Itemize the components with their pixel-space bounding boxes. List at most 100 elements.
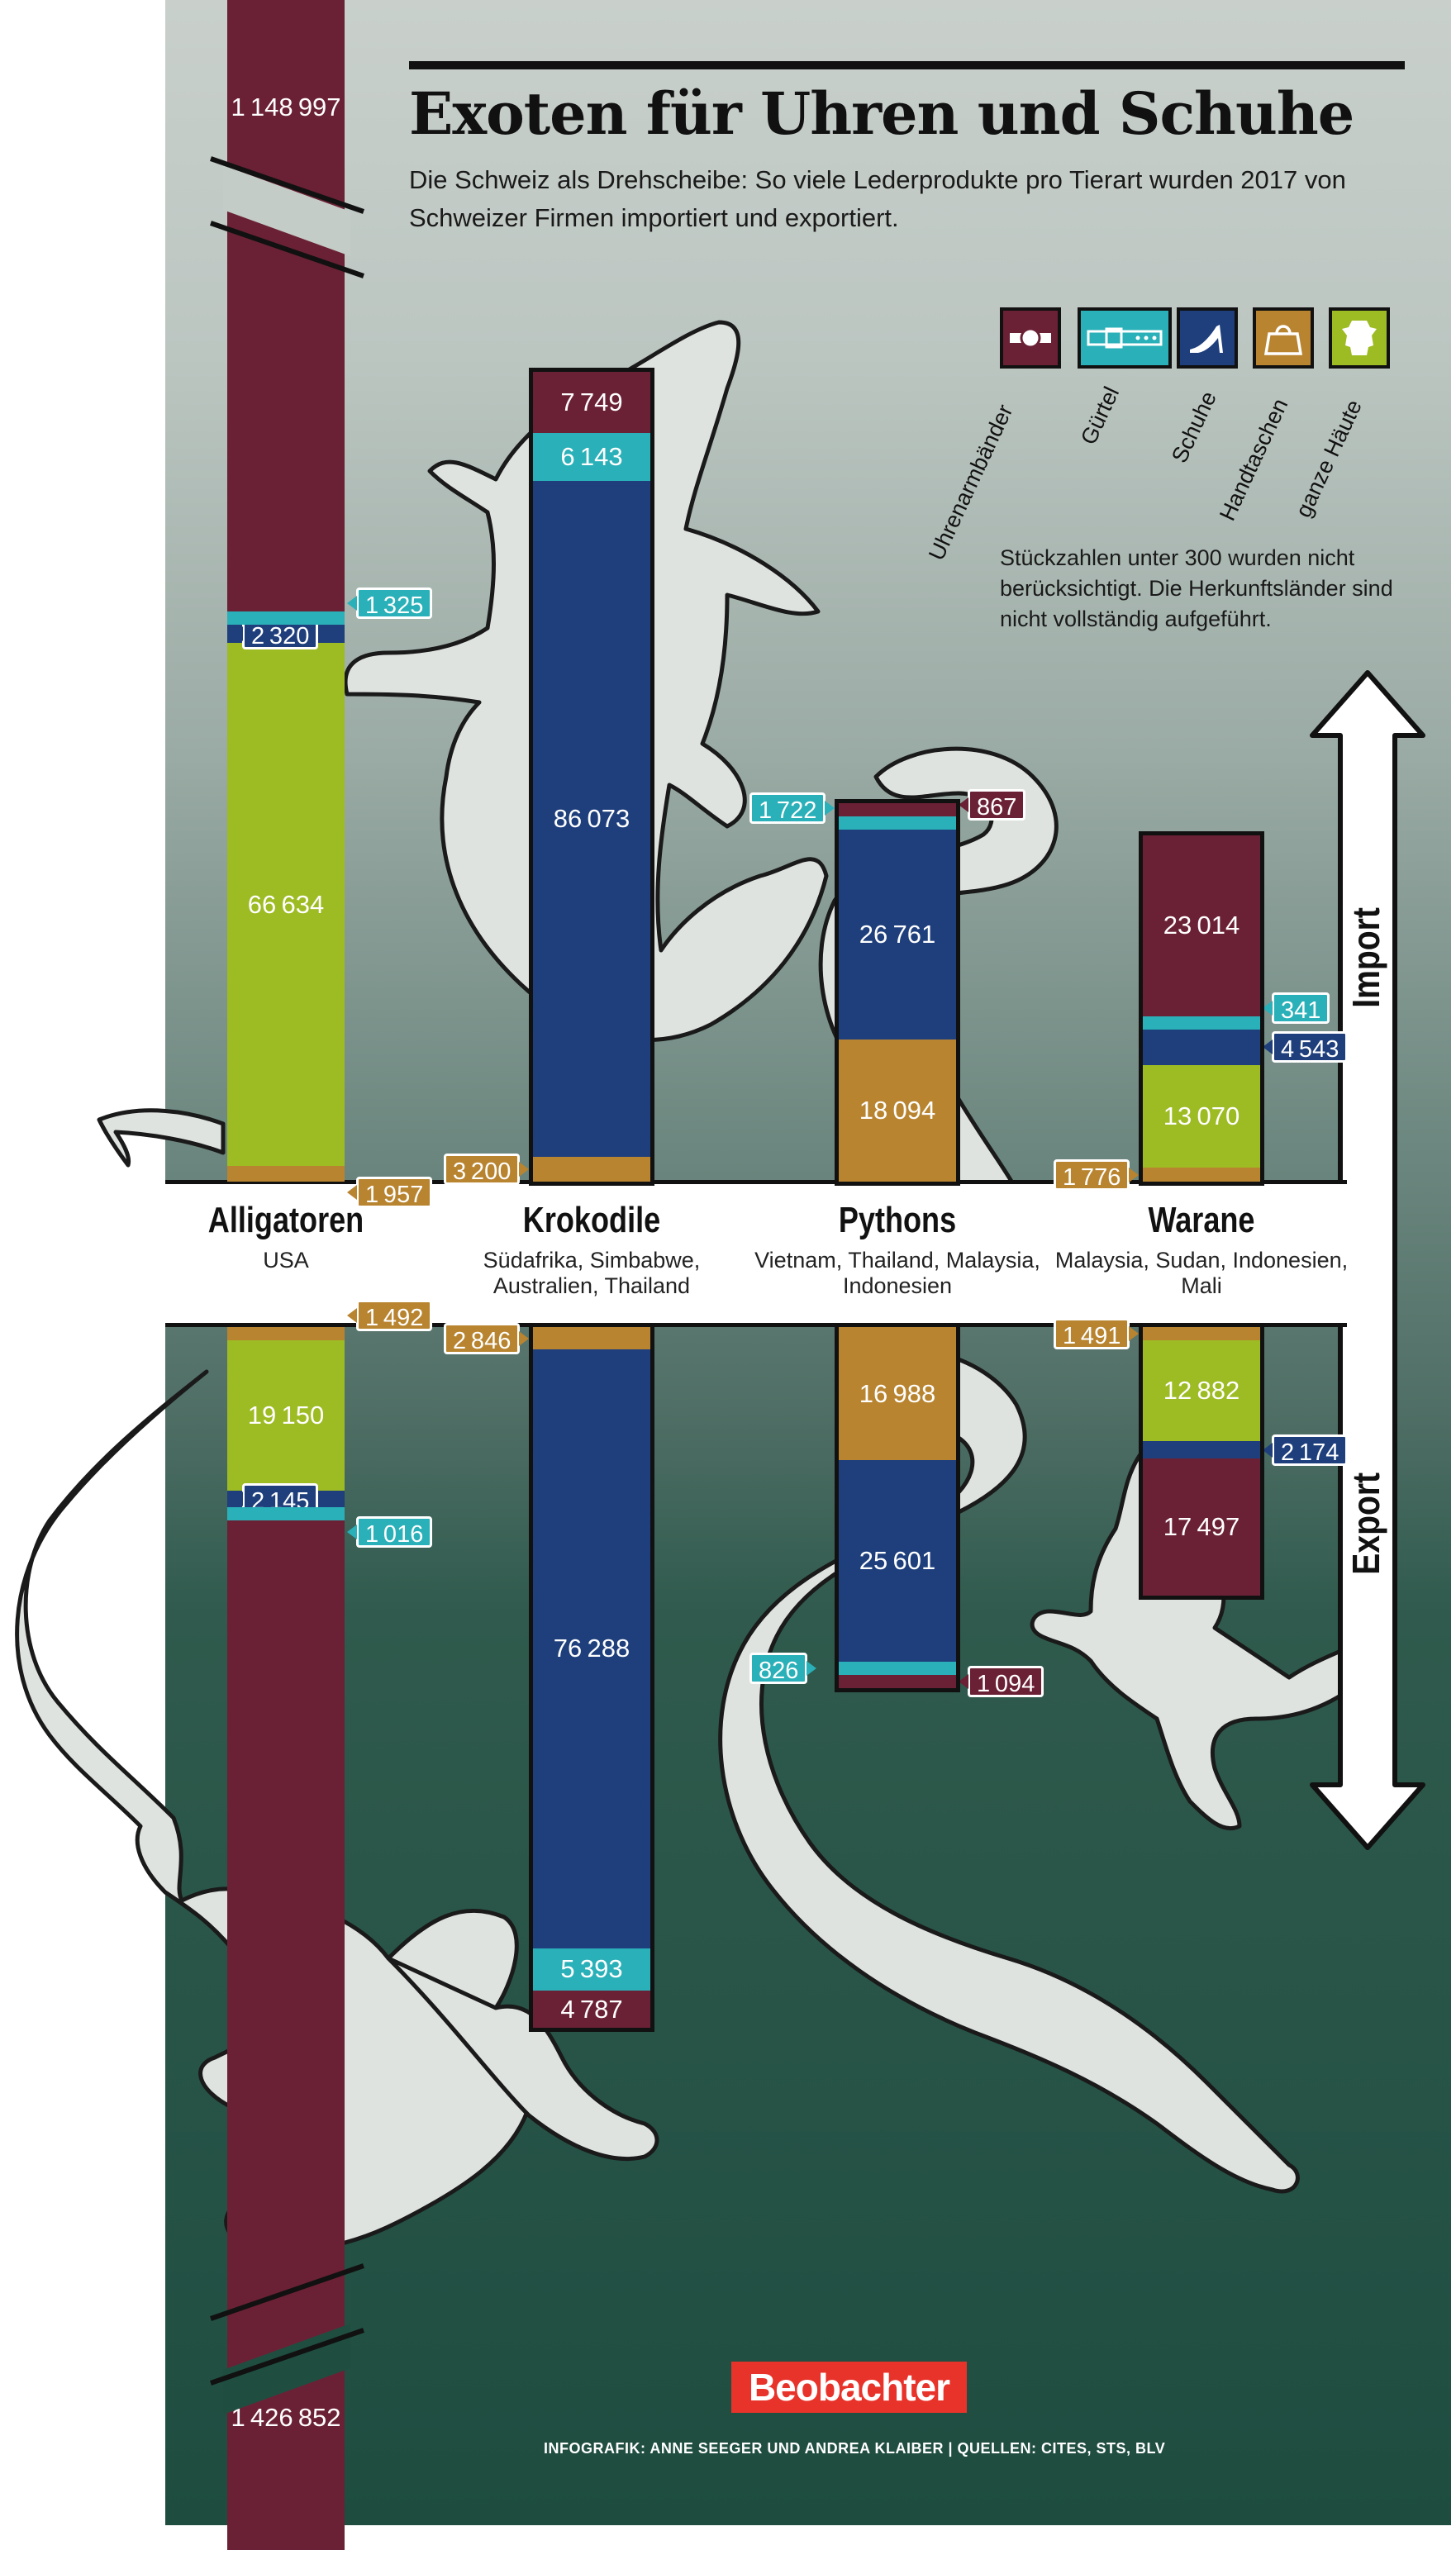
category-origin-krokodile: Südafrika, Simbabwe, Australien, Thailan… bbox=[483, 1248, 701, 1298]
axis-break-line bbox=[210, 2263, 364, 2321]
legend-swatch-schuhe bbox=[1177, 307, 1238, 369]
bar-export-warane-handtaschen bbox=[1143, 1327, 1260, 1340]
bar-export-krokodile-uhrenarmbaender bbox=[533, 1991, 650, 2029]
value-import-alligatoren-uhrenarmbaender: 1 148 997 bbox=[231, 93, 341, 121]
footnote: Stückzahlen unter 300 wurden nicht berüc… bbox=[1000, 545, 1393, 631]
credits: INFOGRAFIK: ANNE SEEGER UND ANDREA KLAIB… bbox=[544, 2440, 1166, 2457]
value-import-alligatoren-ganze-haeute: 66 634 bbox=[247, 889, 325, 919]
legend-swatch-ganze-haeute bbox=[1329, 307, 1390, 369]
bar-export-pythons-handtaschen bbox=[839, 1327, 956, 1461]
value-import-alligatoren-handtaschen: 1 957 bbox=[346, 1176, 433, 1208]
value-export-krokodile-handtaschen: 2 846 bbox=[444, 1322, 530, 1354]
alligator-bottom-limb-illustration bbox=[386, 1956, 659, 2162]
value-import-warane-handtaschen: 1 776 bbox=[1054, 1158, 1140, 1191]
bar-export-krokodile-handtaschen bbox=[533, 1327, 650, 1350]
handbag-icon bbox=[1264, 325, 1302, 355]
axis-break-gap bbox=[223, 165, 350, 256]
bar-import-alligatoren-handtaschen bbox=[227, 1166, 345, 1182]
category-name-alligatoren: Alligatoren bbox=[207, 1200, 364, 1240]
shoe-icon bbox=[1190, 325, 1223, 353]
value-import-krokodile-uhrenarmbaender: 7 749 bbox=[560, 387, 623, 416]
category-origin-pythons: Vietnam, Thailand, Malaysia, Indonesien bbox=[754, 1248, 1040, 1298]
value-export-alligatoren-ganze-haeute: 19 150 bbox=[247, 1400, 325, 1430]
value-export-alligatoren-handtaschen: 1 492 bbox=[346, 1300, 433, 1331]
page-title: Exoten für Uhren und Schuhe bbox=[409, 79, 1354, 148]
value-import-pythons-handtaschen: 18 094 bbox=[859, 1096, 936, 1125]
axis-break-gap bbox=[223, 2324, 350, 2414]
value-export-warane-uhrenarmbaender: 17 497 bbox=[1163, 1512, 1240, 1542]
category-name-krokodile: Krokodile bbox=[522, 1200, 661, 1240]
title-rule bbox=[409, 61, 1405, 69]
value-import-pythons-uhrenarmbaender: 867 bbox=[958, 788, 1026, 821]
bar-import-warane-guertel bbox=[1143, 1016, 1260, 1030]
bar-import-alligatoren-guertel bbox=[227, 611, 345, 626]
bar-import-warane-ganze-haeute bbox=[1143, 1064, 1260, 1168]
bar-export-alligatoren-guertel bbox=[227, 1507, 345, 1521]
bar-export-pythons-uhrenarmbaender bbox=[839, 1674, 956, 1688]
bar-import-warane-uhrenarmbaender bbox=[1143, 835, 1260, 1016]
value-import-krokodile-handtaschen: 3 200 bbox=[444, 1153, 530, 1185]
bar-import-warane-schuhe bbox=[1143, 1029, 1260, 1065]
bar-import-pythons-handtaschen bbox=[839, 1040, 956, 1182]
category-name-warane: Warane bbox=[1148, 1200, 1255, 1240]
bar-export-pythons-guertel bbox=[839, 1661, 956, 1675]
bar-export-krokodile-schuhe bbox=[533, 1349, 650, 1948]
value-export-pythons-guertel: 826 bbox=[749, 1652, 817, 1684]
value-export-warane-handtaschen: 1 491 bbox=[1054, 1318, 1140, 1349]
value-import-warane-guertel: 341 bbox=[1262, 992, 1330, 1024]
value-export-pythons-handtaschen: 16 988 bbox=[859, 1378, 936, 1408]
value-import-warane-uhrenarmbaender: 23 014 bbox=[1163, 911, 1240, 940]
value-export-krokodile-uhrenarmbaender: 4 787 bbox=[560, 1994, 623, 2024]
value-import-warane-ganze-haeute: 13 070 bbox=[1163, 1101, 1240, 1131]
value-export-warane-schuhe: 2 174 bbox=[1262, 1434, 1349, 1466]
bar-import-krokodile-guertel bbox=[533, 432, 650, 481]
value-import-pythons-guertel: 1 722 bbox=[749, 792, 835, 824]
value-export-krokodile-guertel: 5 393 bbox=[560, 1954, 623, 1984]
axis-break-line bbox=[210, 156, 364, 214]
value-import-krokodile-schuhe: 86 073 bbox=[553, 803, 630, 833]
axis-break-line bbox=[210, 2328, 364, 2386]
bar-export-alligatoren-ganze-haeute bbox=[227, 1340, 345, 1491]
axis-break-line bbox=[210, 221, 364, 278]
value-export-pythons-uhrenarmbaender: 1 094 bbox=[958, 1665, 1044, 1697]
category-origin-alligatoren: USA bbox=[263, 1248, 309, 1273]
value-export-krokodile-schuhe: 76 288 bbox=[553, 1634, 630, 1663]
value-export-pythons-schuhe: 25 601 bbox=[859, 1545, 936, 1575]
value-import-pythons-schuhe: 26 761 bbox=[859, 919, 936, 949]
bar-import-alligatoren-ganze-haeute bbox=[227, 643, 345, 1167]
bar-import-krokodile-schuhe bbox=[533, 480, 650, 1157]
watch-strap-icon bbox=[1010, 327, 1051, 349]
bar-import-alligatoren-uhrenarmbaender bbox=[227, 0, 345, 612]
legend-swatch-guertel bbox=[1078, 307, 1172, 369]
category-origin-warane: Malaysia, Sudan, Indonesien, Mali bbox=[1054, 1248, 1349, 1298]
bar-import-pythons-schuhe bbox=[839, 829, 956, 1040]
right-margin bbox=[1451, 0, 1456, 2525]
bar-export-pythons-schuhe bbox=[839, 1460, 956, 1662]
subtitle: Die Schweiz als Drehscheibe: So viele Le… bbox=[409, 165, 1346, 232]
bar-import-pythons-uhrenarmbaender bbox=[839, 802, 956, 816]
value-export-alligatoren-uhrenarmbaender: 1 426 852 bbox=[231, 2403, 341, 2432]
bar-export-warane-schuhe bbox=[1143, 1441, 1260, 1459]
category-name-pythons: Pythons bbox=[838, 1200, 957, 1240]
import-export-arrow bbox=[1310, 670, 1425, 1850]
belt-icon bbox=[1087, 327, 1163, 349]
bar-export-warane-uhrenarmbaender bbox=[1143, 1458, 1260, 1596]
alligator-tail-left-illustration bbox=[97, 1108, 226, 1168]
value-export-alligatoren-guertel: 1 016 bbox=[346, 1516, 433, 1549]
bar-export-krokodile-guertel bbox=[533, 1948, 650, 1991]
value-import-krokodile-guertel: 6 143 bbox=[560, 441, 623, 471]
bar-export-alligatoren-handtaschen bbox=[227, 1327, 345, 1340]
monitor-lizard-illustration bbox=[1030, 1445, 1370, 1831]
legend-swatch-handtaschen bbox=[1253, 307, 1314, 369]
bar-import-krokodile-handtaschen bbox=[533, 1156, 650, 1182]
hide-icon bbox=[1342, 321, 1377, 355]
value-import-warane-schuhe: 4 543 bbox=[1262, 1031, 1349, 1063]
value-export-warane-ganze-haeute: 12 882 bbox=[1163, 1376, 1240, 1406]
legend-swatch-uhrenarmbaender bbox=[1000, 307, 1061, 369]
bar-export-warane-ganze-haeute bbox=[1143, 1340, 1260, 1442]
brand-logo: Beobachter bbox=[731, 2362, 967, 2413]
value-import-alligatoren-guertel: 1 325 bbox=[346, 588, 433, 620]
bar-import-pythons-guertel bbox=[839, 816, 956, 830]
bar-import-krokodile-uhrenarmbaender bbox=[533, 371, 650, 433]
